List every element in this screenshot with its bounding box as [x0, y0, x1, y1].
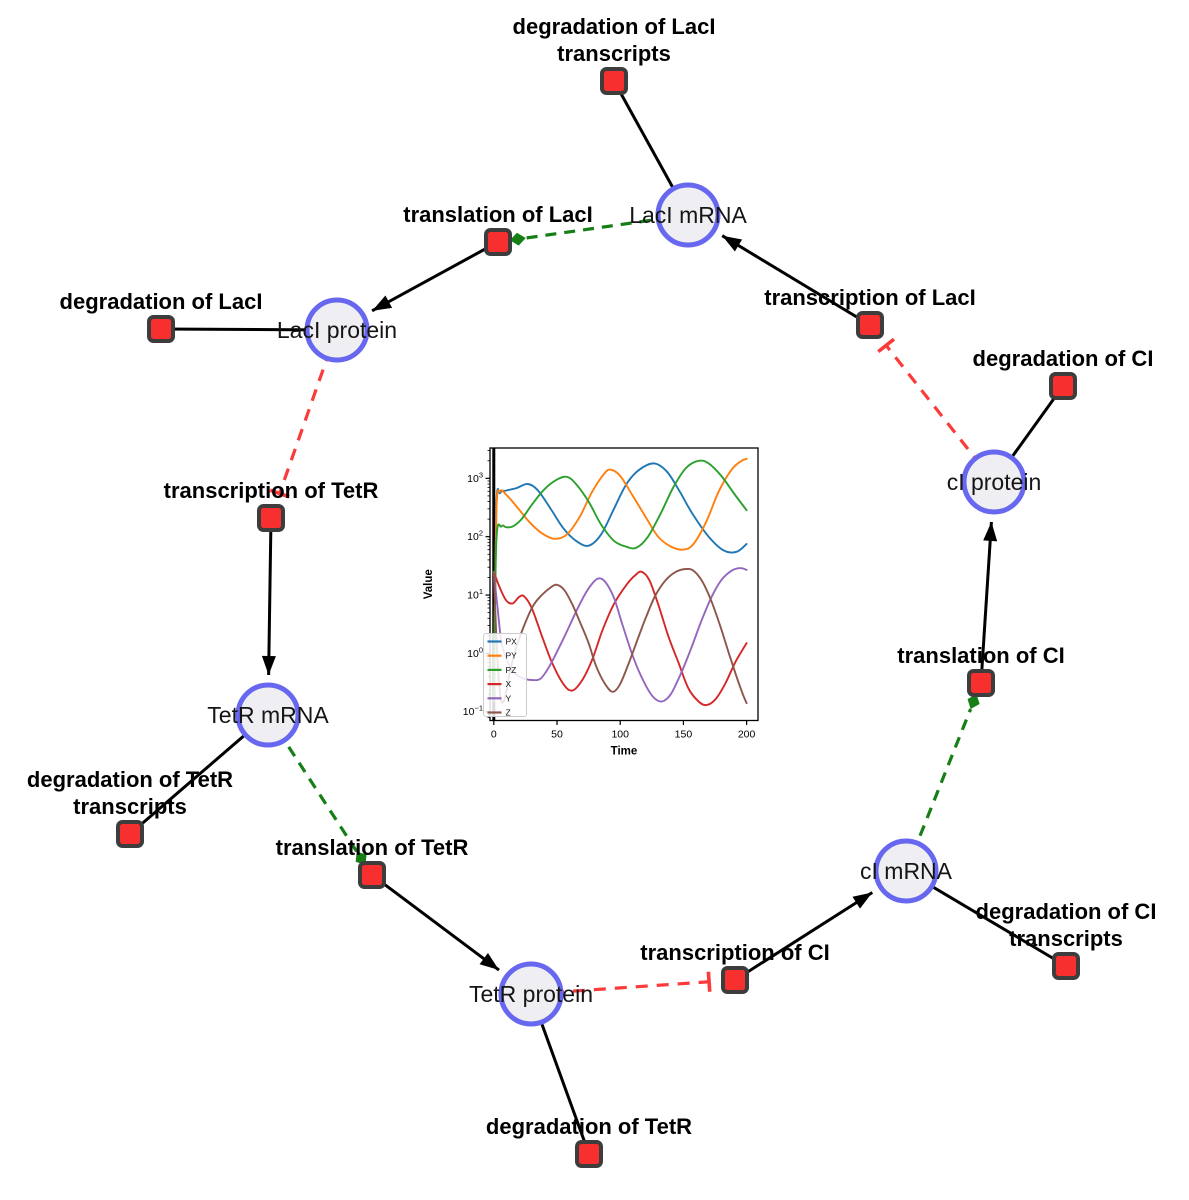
reaction-label-tc_laci-line1: transcription of LacI — [764, 285, 975, 310]
x-tick-label: 0 — [491, 729, 497, 741]
legend-label-PZ: PZ — [506, 665, 517, 675]
reaction-label-deg_ci_tx-line2: transcripts — [1009, 926, 1123, 951]
edge-production-tl_ci-ci_protein — [979, 521, 993, 684]
legend-frame — [483, 633, 527, 717]
reaction-node-deg_laci — [147, 315, 175, 343]
legend-label-Z: Z — [506, 708, 511, 718]
edge-inhibition-tetr_protein-tc_ci-tee-icon — [706, 971, 712, 992]
species-label-tetr_mrna: TetR mRNA — [207, 702, 329, 728]
species-node-ci_mrna — [873, 838, 939, 904]
reaction-label-deg_laci_tx-line2: transcripts — [557, 41, 671, 66]
y-tick-label: 102 — [467, 529, 483, 544]
edge-production-tl_tetr-tetr_protein-arrowhead-icon — [479, 953, 499, 971]
y-tick-label: 100 — [467, 645, 483, 660]
y-tick-label: 101 — [467, 587, 483, 602]
y-tick-label: 103 — [467, 470, 483, 485]
species-label-tetr_protein: TetR protein — [469, 981, 593, 1007]
reaction-label-deg_laci_tx-line1: degradation of LacI — [513, 14, 716, 39]
legend-label-X: X — [506, 679, 512, 689]
edge-modifier-laci_mrna-tl_laci-diamond-icon — [509, 232, 526, 246]
reaction-label-tl_ci-line1: translation of CI — [897, 643, 1064, 668]
series-PX — [492, 462, 748, 703]
x-tick-label: 50 — [551, 729, 563, 741]
reaction-label-tl_laci-line1: translation of LacI — [403, 202, 592, 227]
y-tick-label: 10−1 — [463, 704, 483, 719]
edge-production-tl_tetr-tetr_protein — [371, 873, 500, 972]
reaction-node-tc_laci — [856, 311, 884, 339]
species-node-laci_protein — [304, 297, 370, 363]
reaction-node-tc_ci — [721, 966, 749, 994]
reaction-node-deg_ci_tx — [1052, 952, 1080, 980]
edge-production-tc_ci-ci_mrna — [734, 891, 874, 982]
species-label-laci_protein: LacI protein — [277, 317, 397, 343]
reaction-label-tl_tetr-line1: translation of TetR — [276, 835, 469, 860]
reaction-node-tl_ci — [967, 669, 995, 697]
species-node-tetr_mrna — [235, 682, 301, 748]
reaction-node-tl_tetr — [358, 861, 386, 889]
reaction-node-tl_laci — [484, 228, 512, 256]
series-PY — [492, 457, 748, 703]
legend-label-PX: PX — [506, 637, 518, 647]
edge-production-tc_laci-laci_mrna — [721, 234, 871, 327]
legend-label-PY: PY — [506, 651, 518, 661]
reaction-label-deg_tetr_tx-line2: transcripts — [73, 794, 187, 819]
edge-inhibition-ci_protein-tc_laci-tee-icon — [877, 337, 896, 354]
species-node-ci_protein — [961, 449, 1027, 515]
reaction-node-deg_tetr_tx — [116, 820, 144, 848]
x-tick-label: 200 — [738, 729, 756, 741]
edge-production-tc_tetr-tetr_mrna-arrowhead-icon — [261, 655, 276, 676]
species-label-ci_mrna: cI mRNA — [860, 858, 953, 884]
reaction-node-deg_ci — [1049, 372, 1077, 400]
edge-production-tc_tetr-tetr_mrna — [267, 517, 273, 676]
reaction-node-tc_tetr — [257, 504, 285, 532]
reaction-label-tc_ci-line1: transcription of CI — [640, 940, 829, 965]
edge-inhibition-laci_protein-tc_tetr-tee-icon — [269, 488, 290, 499]
reaction-label-tc_tetr-line1: transcription of TetR — [164, 478, 379, 503]
nodes-layer — [116, 67, 1080, 1168]
reaction-label-deg_laci-line1: degradation of LacI — [60, 289, 263, 314]
chart-series-layer — [492, 448, 748, 721]
edge-production-tl_laci-laci_protein-arrowhead-icon — [372, 295, 393, 311]
edge-modifier-ci_mrna-tl_ci-diamond-icon — [967, 694, 980, 710]
reaction-node-deg_laci_tx — [600, 67, 628, 95]
x-tick-label: 100 — [611, 729, 629, 741]
reaction-label-deg_tetr-line1: degradation of TetR — [486, 1114, 692, 1139]
species-label-ci_protein: cI protein — [947, 469, 1042, 495]
species-node-tetr_protein — [498, 961, 564, 1027]
legend-label-Y: Y — [506, 693, 512, 703]
x-tick-label: 150 — [675, 729, 693, 741]
y-axis-label: Value — [423, 569, 435, 599]
edge-production-tc_ci-ci_mrna-arrowhead-icon — [852, 892, 873, 909]
inset-chart: 0 50 100 150 20010310210110010−1TimeValuePXP… — [423, 447, 759, 758]
edge-production-tl_laci-laci_protein — [371, 240, 499, 313]
series-X — [492, 570, 748, 707]
reaction-node-deg_tetr — [575, 1140, 603, 1168]
species-node-laci_mrna — [655, 182, 721, 248]
edge-production-tl_ci-ci_protein-arrowhead-icon — [983, 521, 998, 542]
species-label-laci_mrna: LacI mRNA — [629, 202, 747, 228]
edge-production-tc_laci-laci_mrna-arrowhead-icon — [722, 235, 743, 252]
series-PZ — [492, 459, 748, 703]
reaction-label-deg_ci_tx-line1: degradation of CI — [976, 899, 1157, 924]
reaction-label-deg_tetr_tx-line1: degradation of TetR — [27, 767, 233, 792]
labels-layer: LacI mRNA LacI protein TetR mRNA TetR prote… — [27, 14, 1157, 1139]
reaction-label-deg_ci-line1: degradation of CI — [973, 346, 1154, 371]
chart-legend: PX PY PZ XYZ — [483, 633, 527, 718]
x-axis-label: Time — [611, 746, 638, 758]
